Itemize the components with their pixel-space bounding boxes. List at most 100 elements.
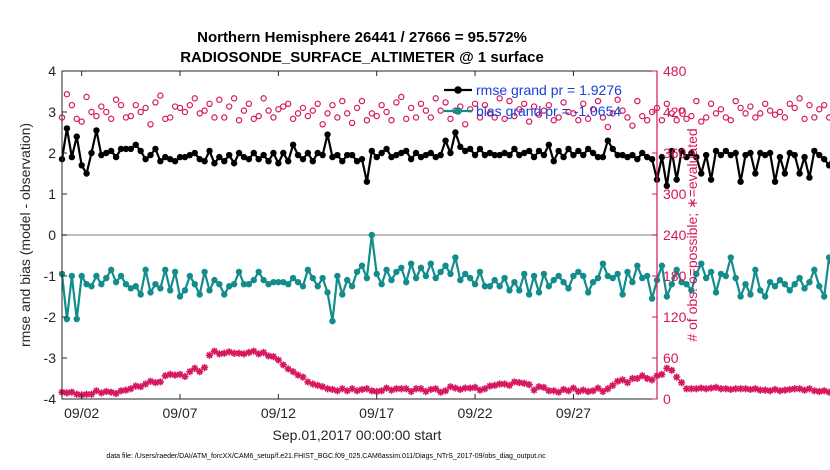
obs-possible-point	[629, 122, 636, 129]
bias-point	[225, 283, 233, 290]
obs-possible-point	[378, 101, 385, 109]
obs-possible-point	[471, 100, 479, 108]
bias-point	[771, 283, 779, 290]
obs-possible-point	[107, 115, 115, 123]
obs-possible-point	[373, 112, 380, 120]
x-tick-label: 09/07	[162, 405, 197, 421]
obs-possible-point	[540, 107, 548, 114]
rmse-point	[521, 149, 528, 157]
obs-possible-point	[761, 100, 769, 108]
rmse-point	[93, 127, 100, 134]
rmse-point	[255, 155, 262, 163]
bias-point	[584, 289, 592, 296]
rmse-point	[383, 145, 390, 153]
obs-possible-point	[747, 103, 754, 110]
obs-evaluated-point	[599, 387, 607, 396]
rmse-point	[629, 151, 636, 159]
obs-evaluated-point	[102, 387, 110, 396]
bias-point	[506, 287, 513, 294]
bias-point	[73, 315, 80, 323]
obs-possible-point	[137, 108, 144, 116]
bias-point	[816, 283, 823, 290]
bias-point	[216, 281, 223, 288]
obs-evaluated-point	[810, 387, 818, 395]
chart-title-line2: RADIOSONDE_SURFACE_ALTIMETER @ 1 surface	[180, 49, 544, 66]
rmse-point	[481, 151, 489, 159]
bias-point	[820, 293, 828, 300]
bias-point	[112, 278, 120, 286]
obs-evaluated-point	[127, 385, 135, 393]
rmse-point	[398, 149, 405, 157]
rmse-point	[580, 151, 587, 159]
y-left-tick-label: 1	[48, 186, 56, 202]
obs-possible-point	[639, 112, 646, 120]
obs-possible-point	[299, 104, 307, 112]
obs-evaluated-point	[727, 385, 735, 394]
obs-possible-point	[570, 110, 577, 117]
obs-possible-point	[698, 118, 705, 125]
bias-point	[781, 281, 789, 288]
obs-possible-point	[329, 101, 336, 109]
bias-point	[452, 254, 459, 261]
obs-evaluated-point	[186, 368, 194, 376]
obs-evaluated-point	[702, 385, 710, 393]
rmse-point	[683, 153, 690, 161]
obs-evaluated-point	[220, 349, 228, 357]
rmse-point	[639, 149, 646, 157]
obs-possible-point	[427, 114, 435, 121]
bias-point	[368, 231, 375, 239]
rmse-point	[368, 147, 375, 155]
bias-point	[176, 293, 184, 300]
obs-possible-point	[702, 114, 710, 121]
y-left-tick-label: 0	[48, 227, 56, 243]
obs-evaluated-point	[697, 384, 705, 392]
obs-possible-point	[225, 103, 233, 110]
obs-evaluated-point	[441, 387, 450, 395]
rmse-point	[663, 182, 671, 189]
obs-possible-point	[196, 110, 203, 117]
bias-point	[235, 268, 243, 276]
obs-possible-point	[147, 121, 154, 128]
rmse-point	[373, 153, 380, 161]
bias-point	[550, 276, 557, 284]
obs-evaluated-point	[397, 385, 405, 393]
rmse-point	[570, 151, 577, 159]
obs-evaluated-point	[166, 370, 174, 378]
obs-possible-point	[462, 121, 469, 128]
obs-evaluated-point	[250, 347, 258, 355]
bias-point	[344, 276, 351, 284]
x-tick-label: 09/22	[458, 405, 493, 421]
obs-possible-point	[250, 115, 257, 123]
obs-possible-point	[820, 101, 828, 109]
obs-evaluated-point	[112, 389, 120, 398]
obs-possible-point	[555, 114, 562, 121]
obs-possible-point	[339, 97, 346, 105]
rmse-point	[550, 158, 557, 165]
rmse-point	[250, 149, 257, 157]
obs-evaluated-point	[191, 364, 199, 372]
obs-possible-point	[103, 108, 110, 116]
obs-possible-point	[275, 106, 282, 113]
obs-possible-point	[683, 115, 690, 123]
rmse-point	[643, 153, 651, 161]
obs-evaluated-point	[673, 373, 681, 381]
rmse-point	[516, 151, 523, 159]
y-axis-right-label: # of obs: o=possible; ∗=evaluated	[684, 128, 700, 341]
obs-evaluated-point	[791, 385, 799, 393]
bias-point	[732, 274, 739, 282]
rmse-point	[491, 151, 498, 159]
rmse-point	[240, 153, 248, 161]
obs-evaluated-point	[333, 387, 341, 395]
bias-point	[570, 272, 577, 280]
rmse-point	[181, 153, 189, 161]
obs-possible-point	[383, 108, 390, 116]
rmse-point	[388, 153, 395, 161]
obs-possible-point	[403, 115, 410, 123]
rmse-point	[471, 151, 479, 159]
bias-point	[270, 278, 277, 286]
bias-point	[412, 274, 420, 282]
bias-point	[786, 287, 793, 294]
obs-evaluated-point	[555, 388, 563, 396]
bias-point	[530, 272, 538, 280]
obs-possible-point	[344, 110, 351, 117]
